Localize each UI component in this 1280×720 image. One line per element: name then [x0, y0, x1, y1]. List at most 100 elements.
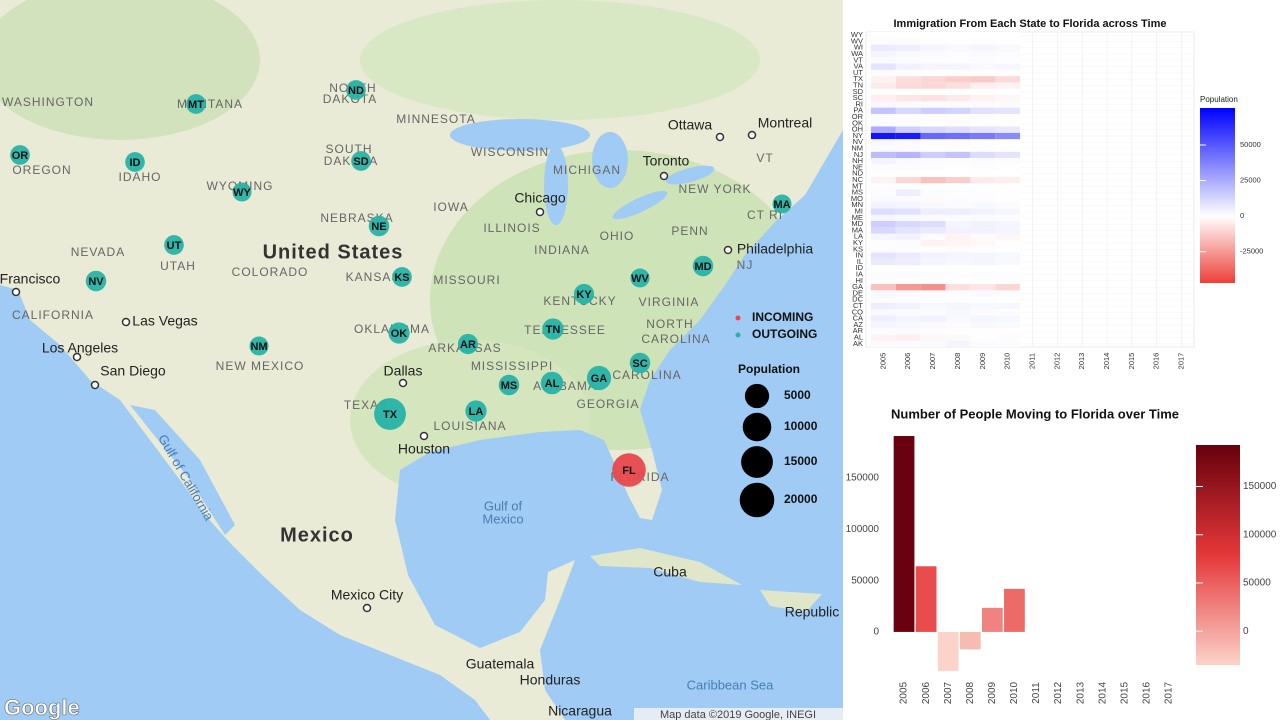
map-label: Mexico: [482, 511, 523, 526]
heat-cell: [945, 315, 971, 322]
heat-cell: [970, 340, 996, 347]
heat-cell: [870, 309, 896, 316]
heat-cell: [895, 233, 921, 240]
heat-cell: [995, 246, 1021, 253]
heat-cell: [870, 120, 896, 127]
map-label: LOUISIANA: [433, 419, 506, 433]
y-tick-label: OH: [852, 125, 863, 134]
bubble: [249, 336, 269, 356]
heat-cell: [970, 265, 996, 272]
x-tick-label: 2005: [899, 681, 910, 704]
heat-cell: [895, 195, 921, 203]
map-label: WASHINGTON: [2, 95, 94, 109]
map-label: CAROLINA: [641, 332, 710, 346]
heat-cell: [895, 189, 921, 196]
colorbar-label: 150000: [1243, 481, 1277, 492]
y-tick-label: MO: [851, 194, 863, 203]
heat-cell: [945, 120, 971, 127]
bubble: [630, 268, 650, 288]
heat-cell: [870, 183, 896, 190]
size-legend-circle: [742, 412, 772, 442]
heat-cell: [920, 309, 946, 316]
lake: [450, 119, 590, 151]
heat-cell: [870, 277, 896, 284]
heat-cell: [970, 38, 996, 45]
y-tick-label: UT: [853, 68, 863, 77]
heat-cell: [895, 139, 921, 146]
heat-cell: [970, 95, 996, 102]
bubble-label: SC: [632, 358, 647, 370]
size-legend-circle: [741, 446, 773, 478]
heat-cell: [945, 139, 971, 146]
legend-label: OUTGOING: [752, 327, 817, 341]
heat-cell: [920, 208, 946, 215]
heat-cell: [895, 290, 921, 297]
map-label: NORTH: [646, 317, 693, 331]
heat-cell: [945, 82, 971, 89]
bubble-label: MD: [694, 261, 711, 273]
x-tick-label: 2013: [1075, 681, 1086, 704]
heat-cell: [945, 107, 971, 114]
bubble: [629, 352, 651, 374]
y-tick-label: ME: [852, 213, 863, 222]
heat-cell: [995, 258, 1021, 266]
colorbar-label: 25000: [1240, 176, 1261, 185]
map: Google Map data ©2019 Google, INEGI WASH…: [0, 0, 843, 720]
heat-cell: [995, 227, 1021, 234]
y-tick-label: VT: [853, 55, 863, 64]
bubble-label: NM: [250, 341, 267, 353]
lake: [612, 190, 668, 220]
heat-cell: [870, 82, 896, 89]
heat-cell: [945, 32, 971, 39]
y-tick-label: NM: [851, 144, 863, 153]
bubble: [164, 235, 184, 255]
heat-cell: [920, 107, 946, 114]
heat-cell: [945, 151, 971, 158]
x-tick-label: 2013: [1077, 353, 1086, 370]
map-label: Nicaragua: [548, 703, 612, 719]
heat-cell: [920, 76, 946, 83]
heat-cell: [945, 221, 971, 228]
heat-cell: [920, 50, 946, 58]
heat-cell: [970, 321, 996, 329]
heat-cell: [870, 151, 896, 158]
colorbar-label: -25000: [1240, 247, 1263, 256]
map-label: NJ: [737, 258, 754, 272]
heat-cell: [995, 126, 1021, 133]
heat-cell: [870, 334, 896, 341]
heat-cell: [870, 265, 896, 272]
y-tick-label: NE: [853, 162, 863, 171]
heat-cell: [995, 38, 1021, 45]
heat-cell: [945, 321, 971, 329]
heat-cell: [920, 183, 946, 190]
heat-cell: [970, 63, 996, 70]
x-tick-label: 2008: [965, 681, 976, 704]
map-label: Los Angeles: [42, 340, 118, 356]
heat-cell: [970, 315, 996, 322]
heat-cell: [995, 239, 1021, 247]
y-tick-label: NH: [852, 156, 863, 165]
city-dot: [72, 352, 82, 362]
heat-cell: [945, 284, 971, 291]
heat-cell: [920, 195, 946, 203]
map-label: IOWA: [433, 200, 469, 214]
heat-cell: [895, 271, 921, 278]
heat-cell: [945, 69, 971, 77]
heat-cell: [970, 290, 996, 297]
y-tick-label: CA: [853, 314, 863, 323]
y-tick-label: MN: [851, 200, 863, 209]
heat-cell: [945, 296, 971, 303]
heat-cell: [870, 315, 896, 322]
heat-cell: [945, 239, 971, 247]
map-label: Mexico: [280, 524, 354, 546]
x-tick-label: 2015: [1127, 353, 1136, 370]
heat-colorbar: [1200, 108, 1235, 283]
heat-cell: [895, 227, 921, 234]
map-label: Guatemala: [466, 656, 535, 672]
heat-cell: [995, 107, 1021, 114]
heat-cell: [970, 139, 996, 146]
y-tick-label: SC: [853, 93, 864, 102]
heat-cell: [895, 32, 921, 39]
bubble: [351, 151, 371, 171]
